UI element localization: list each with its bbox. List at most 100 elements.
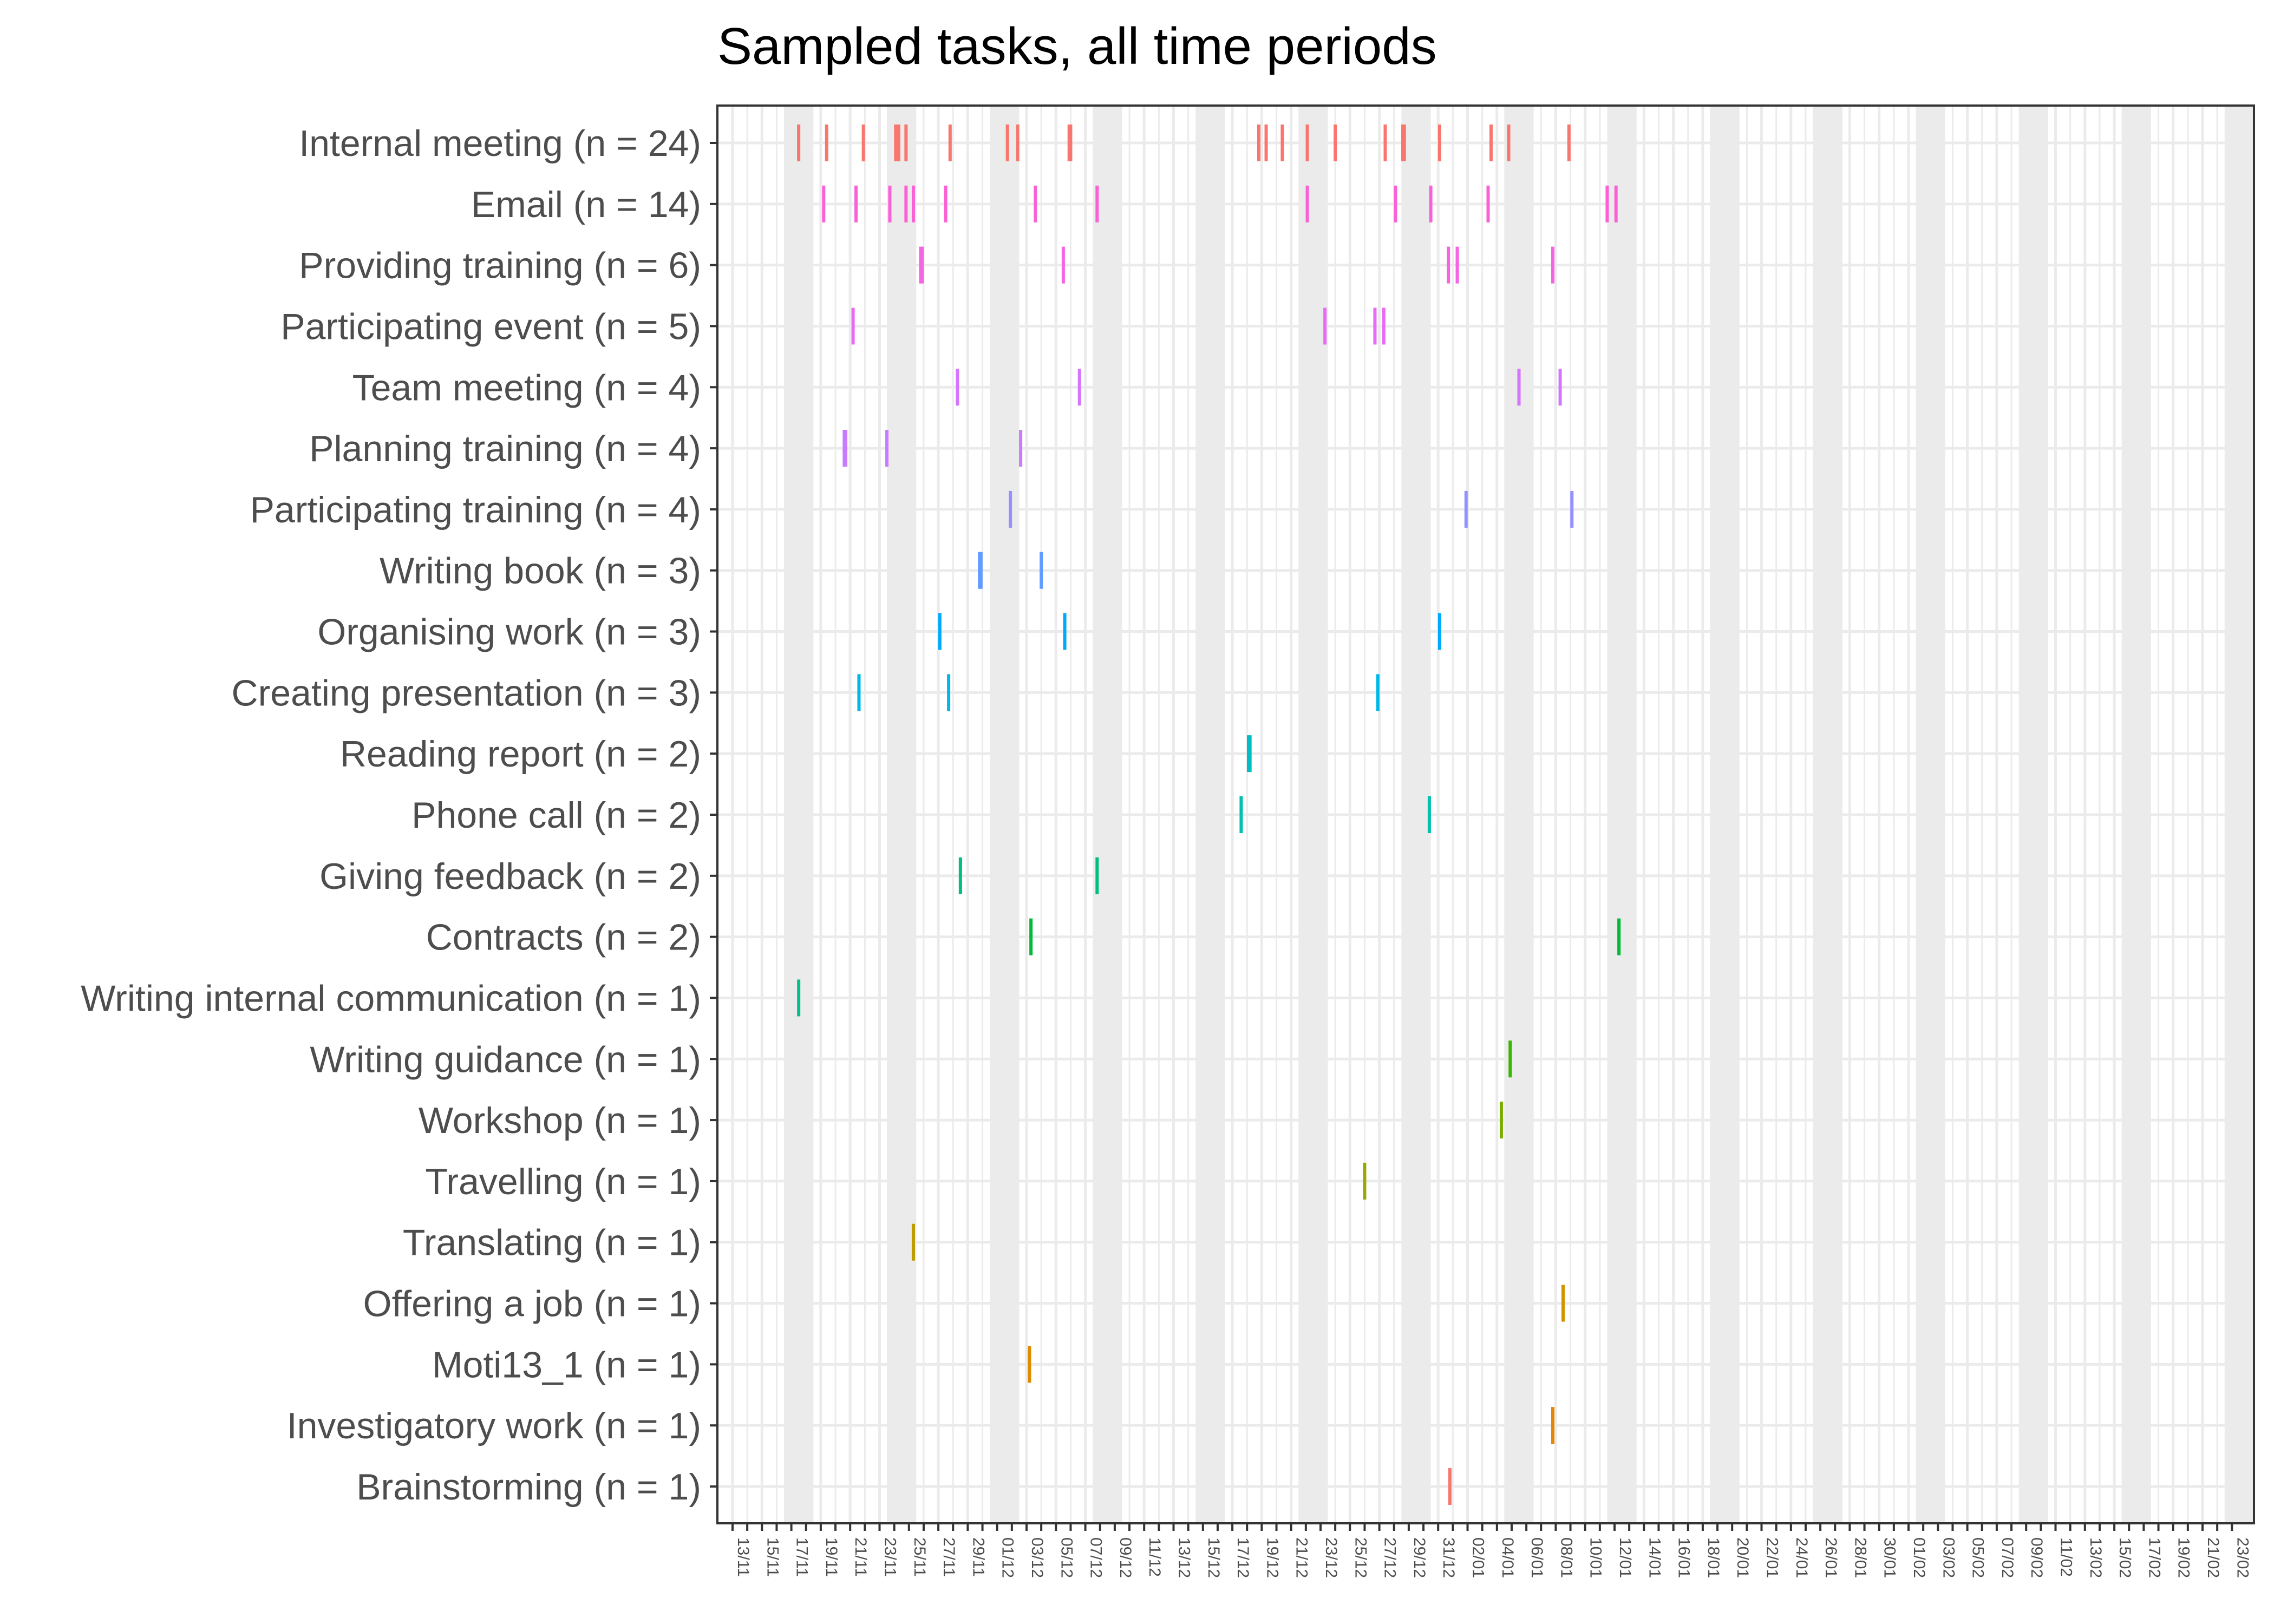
x-tick-label: 06/01 [1528, 1537, 1546, 1578]
task-mark [1489, 125, 1493, 161]
task-mark [1029, 918, 1033, 955]
task-mark [897, 125, 900, 161]
y-tick-label: Team meeting (n = 4) [352, 367, 701, 408]
x-tick-label: 25/11 [911, 1537, 929, 1577]
y-tick-label: Investigatory work (n = 1) [287, 1405, 701, 1446]
x-tick-label: 04/01 [1499, 1537, 1517, 1578]
x-tick-label: 26/01 [1822, 1537, 1840, 1578]
task-mark [938, 613, 942, 650]
task-mark [1077, 369, 1081, 406]
y-tick-label: Travelling (n = 1) [425, 1161, 701, 1202]
task-mark [825, 125, 828, 161]
task-mark [1448, 1468, 1452, 1505]
x-tick-label: 30/01 [1881, 1537, 1899, 1578]
task-mark [1508, 1040, 1512, 1078]
y-tick-label: Brainstorming (n = 1) [356, 1466, 701, 1508]
task-mark [1095, 857, 1099, 894]
task-mark [1095, 185, 1099, 222]
x-tick-label: 17/12 [1234, 1537, 1252, 1578]
x-tick-label: 19/02 [2175, 1537, 2193, 1578]
task-mark [1334, 125, 1337, 161]
x-tick-label: 07/02 [1998, 1537, 2016, 1578]
x-tick-label: 10/01 [1587, 1537, 1605, 1578]
task-mark [854, 185, 858, 222]
task-mark [1617, 918, 1621, 955]
task-mark [944, 185, 948, 222]
x-tick-label: 08/01 [1557, 1537, 1575, 1578]
task-mark [904, 125, 908, 161]
task-mark [948, 125, 952, 161]
y-tick-label: Participating event (n = 5) [280, 306, 701, 347]
task-mark [1464, 490, 1468, 528]
x-axis: 13/11 15/11 17/11 19/11 21/11 23/11 25/11 27/11… [731, 1523, 2251, 1578]
task-mark [1248, 735, 1252, 772]
task-mark [1551, 1407, 1554, 1444]
x-tick-label: 05/02 [1969, 1537, 1987, 1578]
y-tick-label: Reading report (n = 2) [340, 734, 701, 775]
task-mark [822, 185, 826, 222]
task-mark [1551, 246, 1554, 284]
y-tick-label: Planning training (n = 4) [309, 428, 701, 469]
x-tick-label: 02/01 [1469, 1537, 1487, 1578]
y-tick-label: Organising work (n = 3) [317, 612, 701, 653]
x-tick-label: 07/12 [1087, 1537, 1105, 1578]
task-mark [1499, 1102, 1503, 1139]
y-tick-label: Contracts (n = 2) [426, 917, 701, 958]
y-tick-label: Giving feedback (n = 2) [319, 856, 701, 897]
y-axis: Internal meeting (n = 24) Email (n = 14) P… [81, 123, 717, 1508]
x-tick-label: 09/02 [2028, 1537, 2046, 1578]
task-mark [888, 185, 892, 222]
task-mark [1429, 185, 1433, 222]
task-mark [1323, 307, 1327, 345]
task-mark [1382, 307, 1386, 345]
task-mark [1061, 246, 1065, 284]
task-mark [947, 674, 951, 711]
task-mark [1376, 674, 1380, 711]
task-mark [1016, 125, 1020, 161]
task-mark [1063, 613, 1067, 650]
task-mark [920, 246, 924, 284]
x-tick-label: 12/01 [1616, 1537, 1634, 1578]
x-tick-label: 19/12 [1263, 1537, 1281, 1578]
task-mark [1034, 185, 1037, 222]
x-tick-label: 29/12 [1410, 1537, 1428, 1578]
y-tick-label: Writing internal communication (n = 1) [81, 978, 701, 1019]
task-mark [1486, 185, 1490, 222]
x-tick-label: 15/12 [1205, 1537, 1223, 1578]
task-mark [1363, 1162, 1367, 1200]
x-tick-label: 29/11 [969, 1537, 987, 1577]
task-marks [797, 125, 1621, 1505]
x-tick-label: 17/11 [793, 1537, 811, 1577]
task-mark [1264, 125, 1268, 161]
task-mark [1605, 185, 1609, 222]
task-mark [1069, 125, 1073, 161]
x-tick-label: 20/01 [1734, 1537, 1752, 1578]
x-tick-label: 21/11 [852, 1537, 870, 1577]
task-mark [1305, 185, 1309, 222]
task-mark [1280, 125, 1284, 161]
x-tick-label: 28/01 [1851, 1537, 1869, 1578]
x-tick-label: 24/01 [1793, 1537, 1811, 1578]
x-tick-label: 23/11 [881, 1537, 899, 1577]
x-tick-label: 16/01 [1675, 1537, 1693, 1578]
x-tick-label: 03/12 [1028, 1537, 1046, 1578]
x-tick-label: 27/12 [1381, 1537, 1399, 1578]
task-mark [1614, 185, 1618, 222]
x-tick-label: 23/12 [1322, 1537, 1340, 1578]
task-mark [861, 125, 865, 161]
task-mark [1005, 125, 1009, 161]
y-tick-label: Email (n = 14) [471, 184, 701, 225]
x-tick-label: 01/12 [999, 1537, 1017, 1578]
x-tick-label: 13/02 [2087, 1537, 2105, 1578]
x-tick-label: 21/02 [2204, 1537, 2222, 1578]
x-tick-label: 22/01 [1763, 1537, 1781, 1578]
x-tick-label: 01/02 [1910, 1537, 1928, 1578]
task-mark [1567, 125, 1571, 161]
y-tick-label: Workshop (n = 1) [419, 1100, 701, 1141]
x-tick-label: 19/11 [822, 1537, 840, 1577]
x-tick-label: 14/01 [1645, 1537, 1663, 1578]
x-tick-label: 15/02 [2116, 1537, 2134, 1578]
chart-title: Sampled tasks, all time periods [717, 17, 1437, 75]
x-tick-label: 13/11 [734, 1537, 752, 1577]
